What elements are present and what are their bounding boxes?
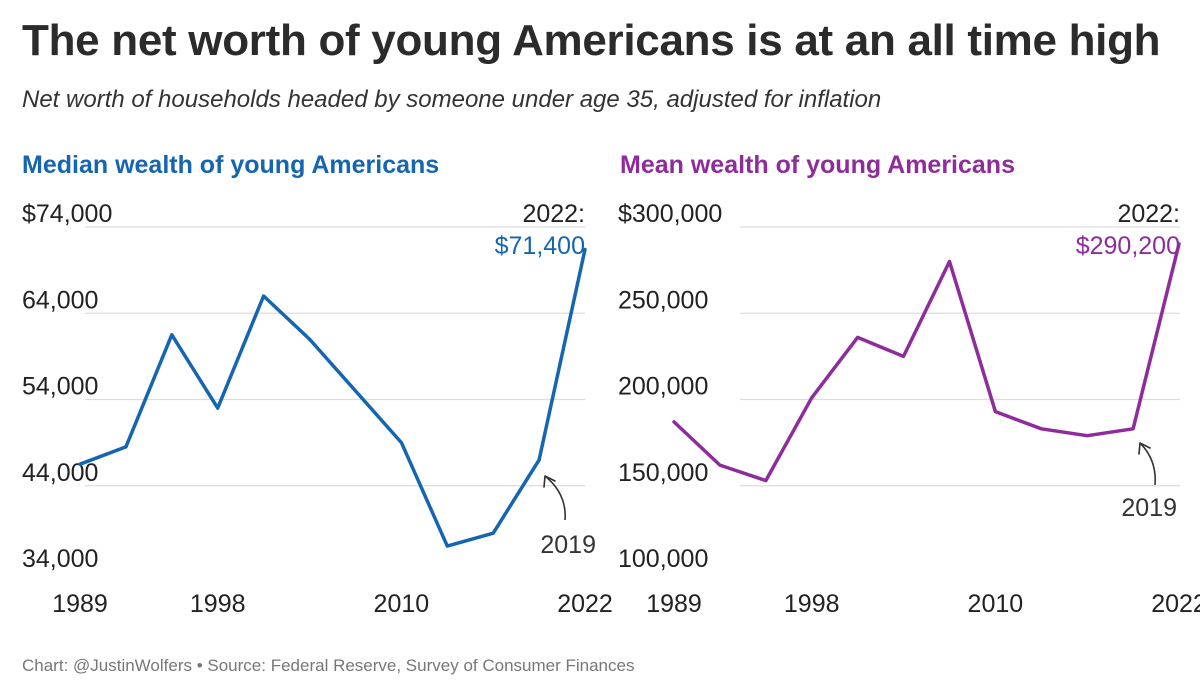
end-label-year: 2022: <box>1117 200 1180 228</box>
x-tick-label: 1989 <box>52 590 108 618</box>
y-tick-label: 100,000 <box>618 545 708 573</box>
annotation-arrowhead <box>1138 442 1151 455</box>
chart-subtitle: Net worth of households headed by someon… <box>22 86 882 113</box>
x-tick-label: 2010 <box>374 590 430 618</box>
annotation-arrow <box>1139 442 1157 486</box>
x-tick-label: 1998 <box>784 590 840 618</box>
y-tick-label: 250,000 <box>618 286 708 314</box>
y-tick-label: 150,000 <box>618 459 708 487</box>
y-tick-label: 64,000 <box>22 286 98 314</box>
source-footer: Chart: @JustinWolfers • Source: Federal … <box>22 656 635 675</box>
end-label-year: 2022: <box>522 200 585 228</box>
annotation-arrow <box>544 475 566 521</box>
annotation-label: 2019 <box>540 531 596 559</box>
y-tick-label: 34,000 <box>22 545 98 573</box>
annotation-label: 2019 <box>1121 494 1177 522</box>
y-tick-label: 54,000 <box>22 373 98 401</box>
x-tick-label: 2010 <box>968 590 1024 618</box>
x-tick-label: 2022 <box>557 590 613 618</box>
panel-title: Median wealth of young Americans <box>22 151 439 179</box>
y-tick-label: 200,000 <box>618 373 708 401</box>
y-tick-label: $300,000 <box>618 200 722 228</box>
series-line <box>672 242 1181 483</box>
x-tick-label: 2022 <box>1151 590 1200 618</box>
y-tick-label: $74,000 <box>22 200 112 228</box>
annotation-arrowhead <box>543 475 556 488</box>
x-tick-label: 1998 <box>190 590 246 618</box>
x-tick-label: 1989 <box>646 590 702 618</box>
series-line <box>78 247 587 548</box>
panel-title: Mean wealth of young Americans <box>620 151 1015 179</box>
chart-title: The net worth of young Americans is at a… <box>22 16 1161 65</box>
end-label-value: $71,400 <box>495 232 585 260</box>
end-label-value: $290,200 <box>1076 232 1180 260</box>
